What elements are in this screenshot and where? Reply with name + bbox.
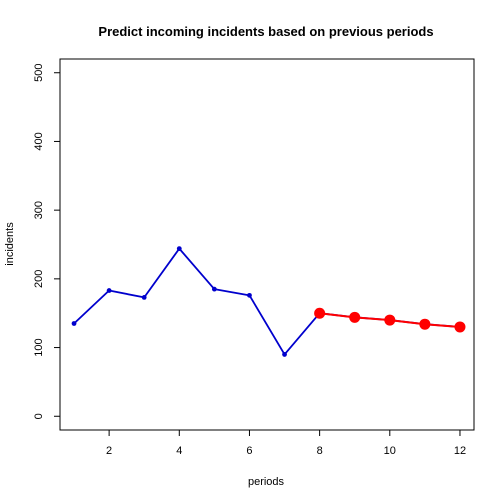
x-tick-label: 2	[106, 445, 112, 457]
data-point-1	[314, 307, 326, 319]
x-axis: 2 4 6 8 10 12	[106, 430, 466, 457]
data-point-1	[384, 314, 396, 326]
chart-title: Predict incoming incidents based on prev…	[98, 24, 433, 39]
y-tick-label: 100	[33, 338, 45, 356]
y-axis-label: incidents	[4, 222, 16, 266]
data-point-1	[419, 318, 431, 330]
y-tick-label: 200	[33, 270, 45, 288]
data-point-1	[349, 311, 361, 323]
data-point-0	[247, 292, 252, 298]
series-layer	[71, 246, 466, 357]
data-point-1	[454, 321, 466, 333]
y-tick-label: 500	[33, 64, 45, 82]
y-tick-label: 300	[33, 201, 45, 219]
x-axis-label: periods	[248, 476, 285, 488]
x-tick-label: 4	[176, 445, 182, 457]
x-tick-label: 6	[246, 445, 252, 457]
y-tick-label: 0	[33, 413, 45, 419]
data-point-0	[106, 288, 112, 293]
data-point-0	[71, 321, 77, 326]
x-tick-label: 8	[317, 445, 323, 457]
y-tick-label: 400	[33, 132, 45, 150]
data-point-0	[211, 286, 217, 292]
y-axis: 0 100 200 300 400 500	[33, 64, 60, 419]
data-point-0	[282, 352, 287, 357]
plot-frame	[59, 58, 475, 431]
data-point-0	[176, 246, 182, 252]
x-tick-label: 10	[384, 445, 396, 457]
data-point-0	[141, 295, 147, 300]
x-tick-label: 12	[454, 445, 466, 457]
